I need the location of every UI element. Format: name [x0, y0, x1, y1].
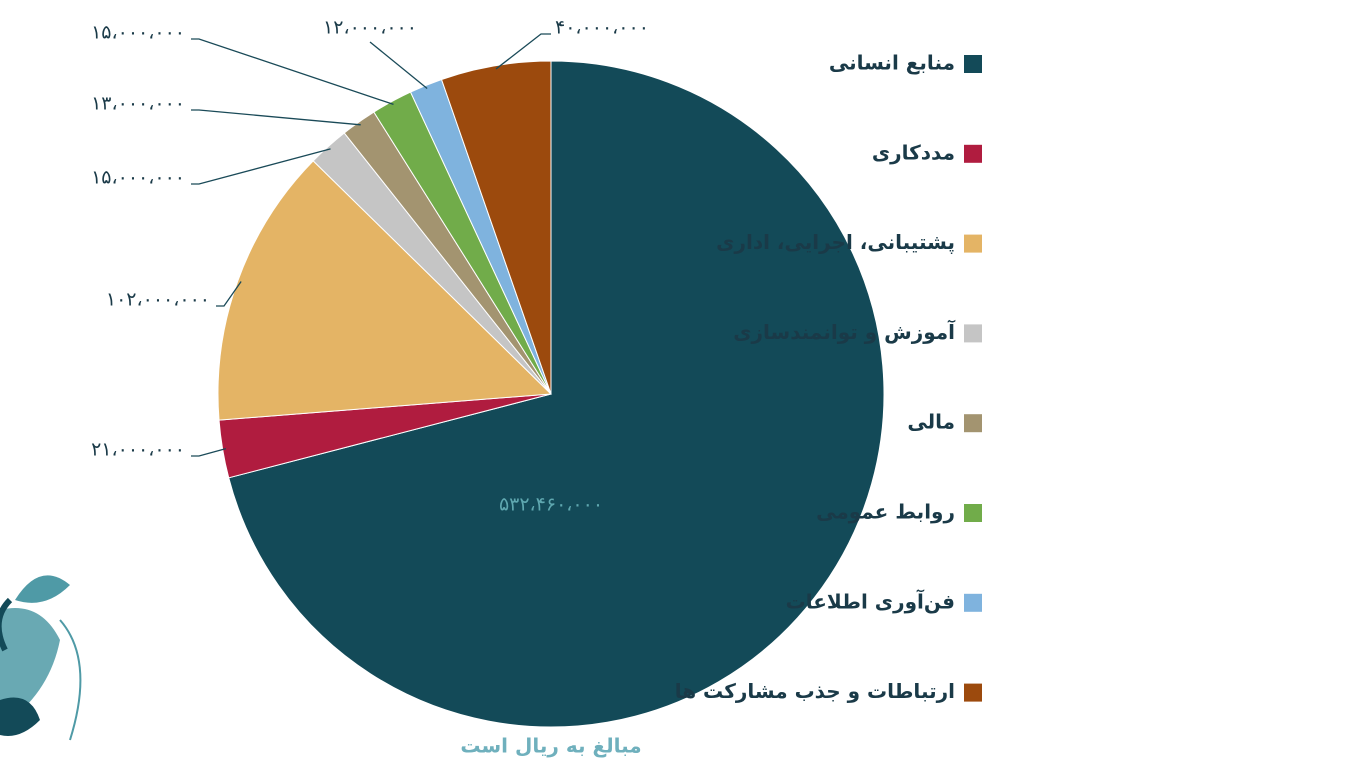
data-label: ۴۰،۰۰۰،۰۰۰ [555, 17, 649, 39]
leader-line [216, 281, 242, 307]
legend-label: فن‌آوری اطلاعات [786, 588, 955, 613]
legend-swatch [964, 414, 982, 433]
pie-slice [440, 60, 552, 395]
legend-swatch [964, 144, 982, 163]
data-label: ۵۳۲،۴۶۰،۰۰۰ [499, 494, 603, 516]
legend-swatch [964, 234, 982, 253]
data-label: ۱۲،۰۰۰،۰۰۰ [323, 17, 417, 39]
data-label: ۱۳،۰۰۰،۰۰۰ [91, 93, 185, 115]
data-label: ۱۵،۰۰۰،۰۰۰ [91, 167, 185, 189]
legend-swatch [964, 324, 982, 343]
leader-line [191, 109, 361, 126]
logo [0, 575, 82, 741]
legend-swatch [964, 593, 982, 612]
pie-slice [217, 160, 553, 421]
data-label: ۲۱،۰۰۰،۰۰۰ [91, 439, 185, 461]
legend-label: آموزش و توانمندسازی [733, 319, 956, 344]
data-label: ۱۵،۰۰۰،۰۰۰ [91, 22, 185, 44]
legend-label: مددکاری [872, 140, 955, 164]
leader-line [191, 148, 331, 185]
legend-label: مالی [907, 410, 955, 434]
leader-line [495, 33, 551, 70]
data-label: ۱۰۲،۰۰۰،۰۰۰ [106, 289, 210, 311]
leader-line [191, 38, 394, 106]
legend-swatch [964, 504, 982, 522]
legend-swatch [964, 683, 982, 702]
legend-swatch [964, 55, 982, 73]
legend-label: منابع انسانی [829, 51, 955, 75]
leader-line [191, 448, 227, 457]
legend-label: پشتیبانی، اجرایی، اداری [716, 230, 955, 255]
pie-slice [228, 60, 885, 728]
legend-label: روابط عمومی [816, 500, 955, 524]
leader-line [369, 41, 428, 89]
legend-label: ارتباطات و جذب مشارکت ها [675, 679, 955, 703]
note: مبالغ به ریال است [460, 734, 641, 758]
